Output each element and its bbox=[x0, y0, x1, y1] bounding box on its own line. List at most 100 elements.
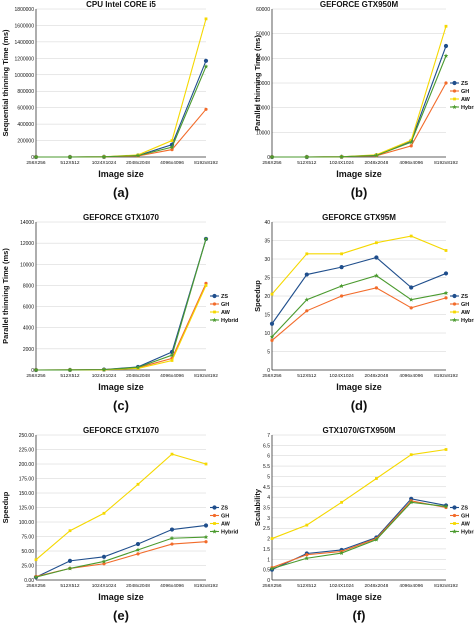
data-point-gh bbox=[444, 81, 448, 85]
x-tick-label: 256X256 bbox=[262, 583, 282, 589]
legend-label-zs: ZS bbox=[461, 294, 468, 300]
data-point-hybrid bbox=[101, 367, 107, 372]
x-tick-label: 1024X1024 bbox=[92, 583, 117, 589]
data-point-aw bbox=[340, 252, 343, 256]
data-point-hybrid bbox=[269, 154, 275, 159]
legend-marker-gh bbox=[212, 513, 217, 518]
x-tick-label: 512X512 bbox=[60, 160, 80, 166]
y-tick-label: 75.00 bbox=[21, 535, 34, 541]
data-point-zs bbox=[443, 271, 449, 276]
x-tick-label: 512X512 bbox=[297, 373, 317, 379]
data-point-aw bbox=[68, 529, 72, 533]
legend-label-aw: AW bbox=[461, 97, 471, 103]
x-tick-label: 2048x2048 bbox=[365, 583, 389, 589]
x-tick-label: 8192x8192 bbox=[434, 160, 458, 166]
data-point-hybrid bbox=[169, 535, 175, 541]
data-point-aw bbox=[375, 477, 378, 480]
data-point-zs bbox=[443, 43, 449, 49]
legend-marker-gh bbox=[452, 89, 457, 93]
series-line-gh bbox=[35, 541, 207, 578]
x-tick-label: 256X256 bbox=[262, 160, 282, 166]
y-tick-label: 1.5 bbox=[263, 547, 270, 553]
chart-title: CPU Intel CORE i5 bbox=[86, 0, 156, 9]
data-point-hybrid bbox=[269, 566, 275, 571]
x-tick-label: 512X512 bbox=[60, 373, 80, 379]
data-point-gh bbox=[409, 144, 413, 148]
chart-title: GTX1070/GTX950M bbox=[323, 426, 396, 435]
x-tick-label: 4096x4096 bbox=[160, 583, 184, 589]
y-tick-label: 2 bbox=[267, 537, 270, 543]
y-axis-label: Parallel thinning Time (ms) bbox=[253, 35, 262, 131]
legend-marker-aw bbox=[213, 310, 216, 314]
legend-marker-aw bbox=[453, 97, 456, 101]
legend-label-hybrid: Hybrid bbox=[221, 530, 238, 536]
data-point-hybrid bbox=[304, 297, 310, 302]
series-line-gh bbox=[271, 500, 447, 569]
y-tick-label: 6.5 bbox=[263, 443, 270, 449]
panel-label: (e) bbox=[113, 608, 129, 623]
data-point-zs bbox=[339, 265, 344, 270]
y-tick-label: 1200000 bbox=[15, 56, 35, 62]
legend-label-hybrid: Hybrid bbox=[461, 530, 474, 536]
chart-panel: 0 10000 20000 30000 40000 50000 60000 256X256 51… bbox=[253, 0, 474, 200]
y-tick-label: 6000 bbox=[23, 305, 34, 311]
series-line-gh bbox=[271, 287, 447, 341]
data-point-hybrid bbox=[33, 154, 39, 159]
legend-marker-gh bbox=[452, 302, 457, 306]
y-tick-label: 1600000 bbox=[15, 23, 35, 29]
data-point-hybrid bbox=[169, 144, 175, 150]
y-tick-label: 0 bbox=[31, 155, 34, 161]
data-point-gh bbox=[170, 148, 174, 152]
data-point-zs bbox=[269, 321, 275, 326]
y-tick-label: 25.00 bbox=[21, 564, 34, 570]
data-point-aw bbox=[204, 462, 208, 466]
data-point-hybrid bbox=[33, 574, 39, 580]
data-point-aw bbox=[204, 17, 208, 21]
series-line-zs bbox=[35, 238, 207, 371]
y-tick-label: 20 bbox=[264, 294, 270, 300]
data-point-hybrid bbox=[101, 559, 107, 564]
chart-panel: 0 2000 4000 6000 8000 10000 12000 14000 256X256 5… bbox=[1, 213, 238, 413]
series-line-aw bbox=[35, 453, 207, 561]
x-tick-label: 512X512 bbox=[297, 583, 317, 589]
data-point-hybrid bbox=[374, 273, 379, 278]
chart-title: GEFORCE GTX1070 bbox=[83, 213, 160, 222]
data-point-aw bbox=[170, 139, 174, 142]
legend-marker-zs bbox=[212, 293, 217, 299]
y-axis-label: Speedup bbox=[1, 491, 10, 523]
legend-marker-hybrid bbox=[452, 529, 457, 534]
data-point-hybrid bbox=[203, 236, 209, 241]
legend-marker-hybrid bbox=[212, 317, 217, 322]
legend-label-gh: GH bbox=[461, 89, 469, 95]
y-tick-label: 0.5 bbox=[263, 568, 270, 574]
chart-title: GEFORCE GTX950M bbox=[320, 0, 399, 9]
x-tick-label: 2048x2048 bbox=[126, 583, 150, 589]
series-line-hybrid bbox=[271, 501, 447, 570]
x-tick-label: 512X512 bbox=[60, 583, 80, 589]
x-axis-label: Image size bbox=[98, 592, 144, 602]
chart-panel: 0.00 25.00 50.00 75.00 100.00 125.00 150.00 175… bbox=[1, 426, 238, 623]
legend-label-gh: GH bbox=[221, 302, 229, 308]
panel-label: (d) bbox=[351, 398, 368, 413]
data-point-hybrid bbox=[304, 154, 310, 159]
data-point-hybrid bbox=[408, 499, 414, 505]
data-point-gh bbox=[270, 338, 274, 342]
x-tick-label: 1024X1024 bbox=[329, 373, 354, 379]
y-tick-label: 0 bbox=[267, 155, 270, 161]
data-point-gh bbox=[374, 286, 378, 290]
y-tick-label: 250.00 bbox=[19, 433, 35, 439]
x-tick-label: 8192x8192 bbox=[194, 373, 218, 379]
data-point-aw bbox=[305, 252, 309, 256]
data-point-aw bbox=[444, 249, 448, 252]
legend-marker-aw bbox=[453, 522, 456, 525]
y-tick-label: 0 bbox=[267, 368, 270, 374]
data-point-hybrid bbox=[135, 153, 141, 158]
data-point-hybrid bbox=[67, 566, 73, 571]
data-point-zs bbox=[135, 541, 141, 547]
y-tick-label: 4 bbox=[267, 495, 270, 501]
y-tick-label: 2000 bbox=[23, 347, 34, 353]
data-point-aw bbox=[409, 234, 413, 238]
y-tick-label: 0.00 bbox=[24, 578, 34, 584]
series-line-zs bbox=[271, 498, 447, 571]
legend-label-zs: ZS bbox=[461, 506, 468, 512]
